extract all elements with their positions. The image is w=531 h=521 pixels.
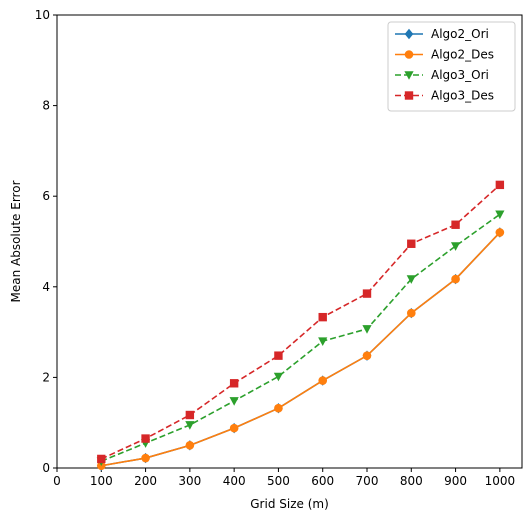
legend-marker: [404, 28, 414, 40]
y-tick-label: 6: [42, 189, 50, 203]
data-point: [495, 180, 505, 190]
x-tick-label: 200: [134, 474, 157, 488]
legend-entry: Algo2_Ori: [395, 27, 489, 41]
data-point: [229, 397, 239, 406]
data-point: [97, 454, 106, 464]
legend-label: Algo3_Des: [431, 89, 494, 103]
legend-marker: [404, 71, 414, 80]
x-tick-label: 900: [444, 474, 467, 488]
series-Algo3_Des: [97, 180, 505, 464]
data-point: [407, 239, 416, 248]
data-point: [450, 242, 461, 251]
series-line: [101, 231, 501, 467]
y-tick-label: 4: [42, 280, 50, 294]
x-axis-ticks: 0 100 200 300 400 500 600 700 800 900 1000: [53, 468, 515, 488]
legend-label: Algo2_Ori: [431, 27, 489, 41]
data-point: [362, 351, 372, 360]
y-tick-label: 0: [42, 461, 50, 475]
data-point: [451, 274, 460, 284]
y-tick-label: 10: [35, 8, 50, 22]
legend-entry: Algo3_Ori: [395, 68, 489, 82]
data-point: [273, 372, 284, 382]
x-tick-label: 100: [90, 474, 113, 488]
legend: Algo2_Ori Algo2_Des Algo3_Ori Algo3_Des: [387, 21, 516, 112]
y-tick-label: 2: [42, 370, 50, 384]
y-axis-label: Mean Absolute Error: [9, 180, 23, 302]
data-point: [362, 325, 372, 334]
series-Algo2_Des: [96, 228, 505, 471]
data-point: [318, 376, 328, 385]
x-tick-label: 0: [53, 474, 61, 488]
data-point: [229, 423, 239, 433]
data-point: [406, 308, 416, 318]
series-layer: [96, 180, 505, 471]
data-point: [495, 228, 505, 237]
x-tick-label: 800: [400, 474, 423, 488]
x-tick-label: 500: [267, 474, 290, 488]
legend-box: [387, 21, 516, 112]
data-point: [141, 453, 150, 463]
x-axis-label: Grid Size (m): [250, 497, 329, 511]
data-point: [318, 312, 327, 322]
x-tick-label: 600: [311, 474, 334, 488]
data-point: [185, 421, 195, 430]
legend-entry: Algo3_Des: [395, 89, 494, 103]
data-point: [318, 337, 328, 346]
x-tick-label: 400: [223, 474, 246, 488]
data-point: [274, 403, 283, 413]
data-point: [362, 289, 372, 298]
legend-label: Algo3_Ori: [431, 68, 489, 82]
data-point: [451, 220, 460, 229]
data-point: [185, 441, 195, 450]
data-point: [495, 210, 505, 220]
y-axis-ticks: 0 2 4 6 8 10: [35, 8, 57, 475]
data-point: [229, 379, 239, 388]
data-point: [274, 351, 283, 360]
x-tick-label: 700: [356, 474, 379, 488]
x-tick-label: 1000: [485, 474, 516, 488]
legend-label: Algo2_Des: [431, 48, 494, 62]
data-point: [185, 410, 195, 420]
series-line: [100, 184, 501, 460]
legend-marker: [404, 50, 414, 59]
data-point: [141, 434, 150, 443]
data-point: [406, 275, 416, 284]
x-tick-label: 300: [178, 474, 201, 488]
y-tick-label: 8: [42, 99, 50, 113]
legend-marker: [404, 91, 414, 100]
legend-entry: Algo2_Des: [395, 48, 494, 62]
